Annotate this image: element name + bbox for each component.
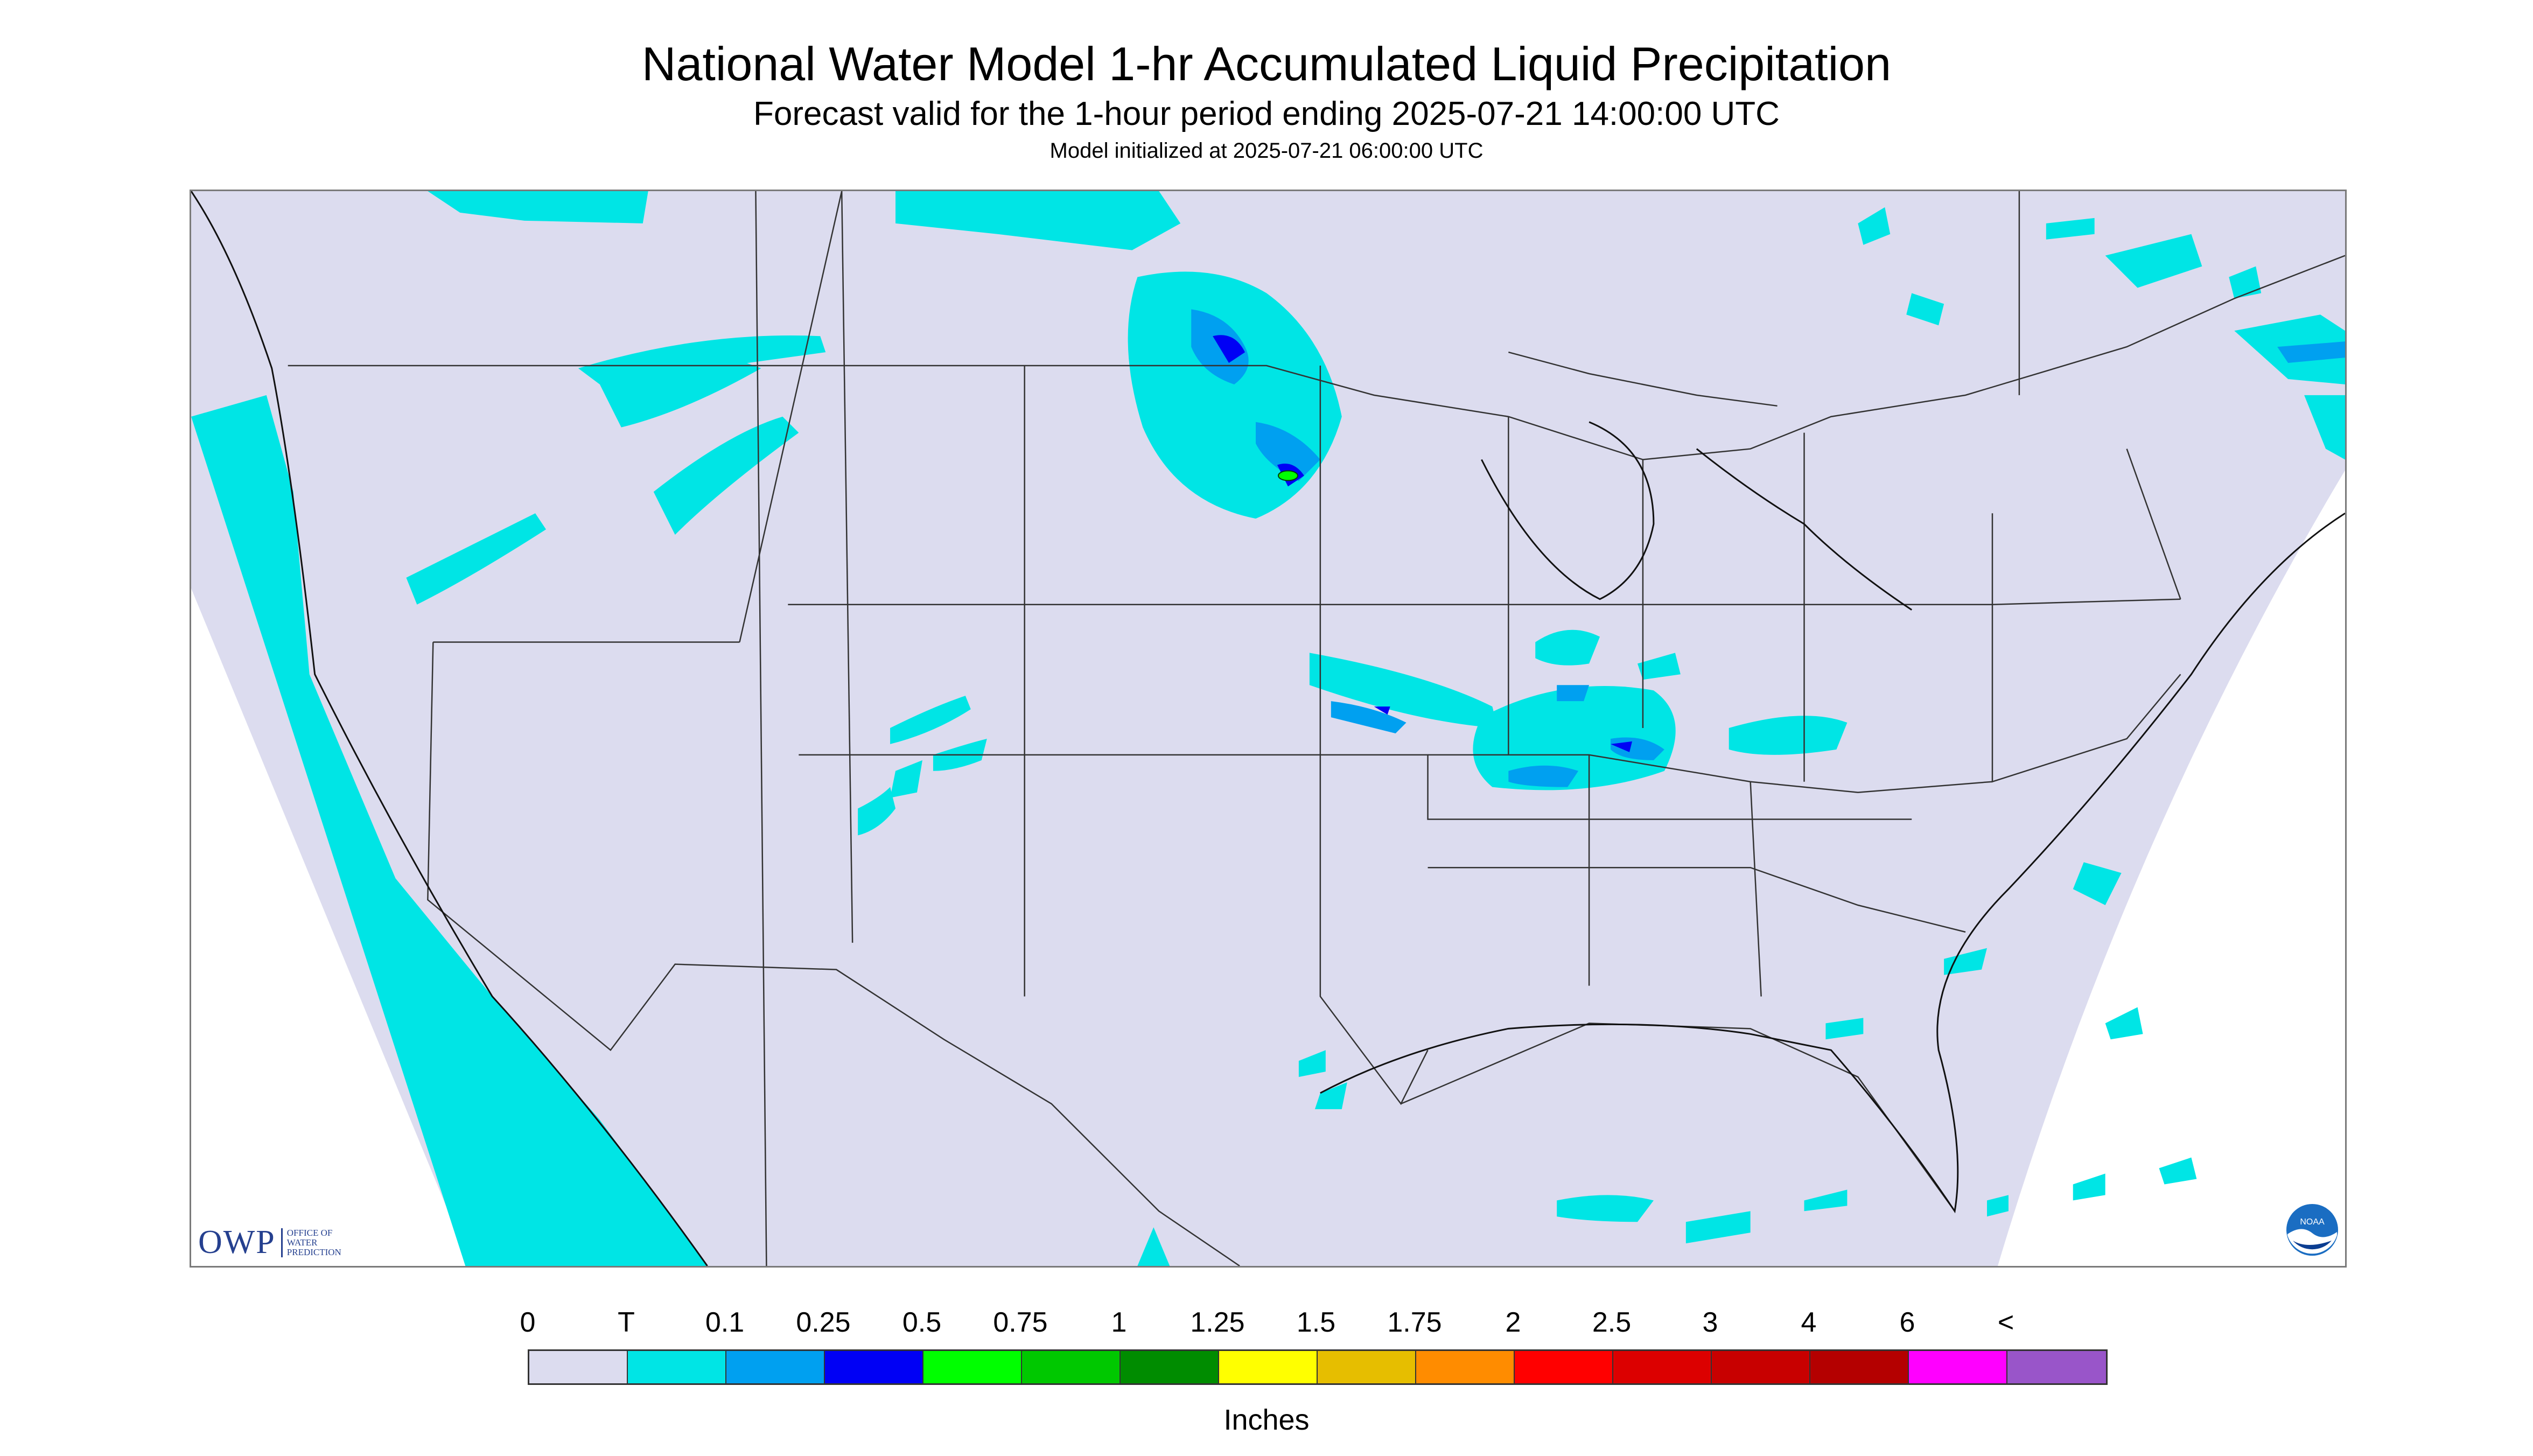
legend-swatch	[1219, 1351, 1318, 1383]
legend-units: Inches	[1223, 1404, 1310, 1436]
legend-label: 4	[1801, 1307, 1817, 1338]
precipitation-map[interactable]	[190, 190, 2347, 1268]
legend-label: 1	[1111, 1307, 1127, 1338]
legend-label: 2.5	[1592, 1307, 1632, 1338]
legend-label: 1.5	[1296, 1307, 1336, 1338]
legend-label: 1.75	[1387, 1307, 1442, 1338]
map-canvas	[191, 191, 2345, 1266]
legend-swatch	[726, 1351, 825, 1383]
legend-swatch	[1318, 1351, 1416, 1383]
legend-label: 0	[520, 1307, 536, 1338]
legend-label: 0.5	[902, 1307, 942, 1338]
color-legend: 0 T 0.1 0.25 0.5 0.75 1 1.25 1.5 1.75 2 2.5 3 4 6 < Inc…	[0, 1292, 2533, 1454]
precip-heavy-areas	[1213, 335, 1632, 752]
legend-label: 3	[1702, 1307, 1718, 1338]
legend-swatch	[1022, 1351, 1121, 1383]
legend-swatch	[1613, 1351, 1712, 1383]
legend-label: 0.25	[796, 1307, 851, 1338]
legend-swatch	[1416, 1351, 1515, 1383]
noaa-logo-text: NOAA	[2300, 1217, 2325, 1227]
owp-logo-line: WATER	[286, 1237, 318, 1248]
precip-light-areas	[1191, 309, 2345, 787]
owp-logo: OWP OFFICE OF WATER PREDICTION	[198, 1223, 341, 1262]
precip-pacific-coast	[191, 395, 708, 1266]
legend-swatch	[628, 1351, 726, 1383]
legend-swatch	[529, 1351, 628, 1383]
domain-outside-west	[191, 588, 471, 1266]
legend-label: 1.25	[1190, 1307, 1245, 1338]
map-title: National Water Model 1-hr Accumulated Li…	[641, 37, 1892, 90]
legend-swatch	[923, 1351, 1022, 1383]
owp-logo-subtext: OFFICE OF WATER PREDICTION	[281, 1228, 341, 1257]
legend-swatch	[1515, 1351, 1613, 1383]
legend-label: 0.75	[993, 1307, 1048, 1338]
legend-swatch	[1121, 1351, 1219, 1383]
precip-trace-areas	[191, 191, 2345, 1266]
legend-swatch	[1909, 1351, 2007, 1383]
legend-label: 6	[1899, 1307, 1915, 1338]
domain-outside-east	[1997, 470, 2345, 1266]
owp-logo-text: OWP	[198, 1224, 276, 1261]
legend-label: T	[618, 1307, 635, 1338]
legend-swatch	[1810, 1351, 1909, 1383]
legend-swatch	[825, 1351, 923, 1383]
model-init-text: Model initialized at 2025-07-21 06:00:00…	[1049, 139, 1484, 163]
forecast-valid-subtitle: Forecast valid for the 1-hour period end…	[753, 95, 1780, 132]
legend-swatch	[2007, 1351, 2106, 1383]
legend-label: 2	[1505, 1307, 1521, 1338]
owp-logo-line: OFFICE OF	[286, 1227, 333, 1238]
owp-logo-line: PREDICTION	[286, 1247, 341, 1257]
legend-label: 0.1	[705, 1307, 745, 1338]
legend-swatch	[1712, 1351, 1810, 1383]
noaa-logo: NOAA	[2286, 1204, 2338, 1256]
coastlines	[191, 191, 2345, 1266]
legend-label: <	[1997, 1307, 2014, 1338]
legend-colorbar	[528, 1349, 2108, 1385]
